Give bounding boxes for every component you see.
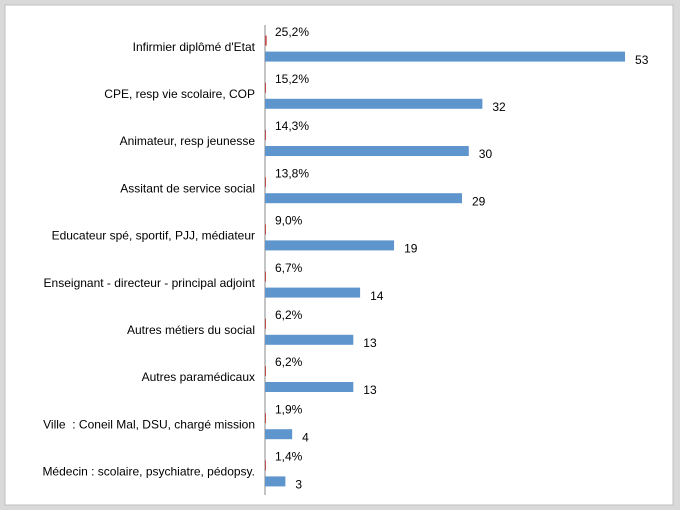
value-label: 6,7% <box>275 261 303 275</box>
value-label: 19 <box>404 242 418 256</box>
category-label: Enseignant - directeur - principal adjoi… <box>44 276 256 290</box>
bar <box>265 224 266 235</box>
value-label: 29 <box>472 194 486 208</box>
bar <box>265 460 266 471</box>
category-label: Autres paramédicaux <box>142 370 255 384</box>
bar <box>265 476 286 487</box>
bar <box>265 271 266 282</box>
bar <box>265 240 395 251</box>
bar <box>265 413 266 424</box>
value-label: 30 <box>479 147 493 161</box>
bar <box>265 334 354 345</box>
value-label: 1,4% <box>275 450 303 464</box>
bar <box>265 98 483 109</box>
value-label: 6,2% <box>275 308 303 322</box>
bar <box>265 177 266 188</box>
category-label: Autres métiers du social <box>127 323 255 337</box>
value-label: 4 <box>302 430 309 444</box>
value-label: 25,2% <box>275 25 309 39</box>
bar <box>265 318 266 329</box>
value-label: 13 <box>363 383 377 397</box>
category-label: Médecin : scolaire, psychiatre, pédopsy. <box>42 465 255 479</box>
bar <box>265 287 361 298</box>
bar <box>265 193 462 204</box>
category-label: Assitant de service social <box>120 181 255 195</box>
value-label: 3 <box>295 478 302 492</box>
value-label: 32 <box>492 100 506 114</box>
value-label: 14 <box>370 289 384 303</box>
bar <box>265 146 469 156</box>
value-label: 53 <box>635 53 649 67</box>
bar <box>265 82 267 93</box>
value-label: 13 <box>363 336 377 350</box>
category-label: Infirmier diplômé d'Etat <box>133 40 256 54</box>
value-label: 9,0% <box>275 214 303 228</box>
bar <box>265 51 626 62</box>
plot-area <box>4 4 674 506</box>
value-label: 14,3% <box>275 119 309 133</box>
bar <box>265 382 354 392</box>
category-label: CPE, resp vie scolaire, COP <box>104 87 255 101</box>
value-label: 13,8% <box>275 166 309 180</box>
bar <box>265 366 266 376</box>
value-label: 6,2% <box>275 355 303 369</box>
bar <box>265 130 266 140</box>
bar <box>265 429 293 440</box>
bar <box>265 35 267 46</box>
value-label: 15,2% <box>275 72 309 86</box>
category-label: Ville : Coneil Mal, DSU, chargé mission <box>43 417 255 431</box>
category-label: Educateur spé, sportif, PJJ, médiateur <box>52 229 255 243</box>
category-label: Animateur, resp jeunesse <box>120 134 256 148</box>
value-label: 1,9% <box>275 402 303 416</box>
